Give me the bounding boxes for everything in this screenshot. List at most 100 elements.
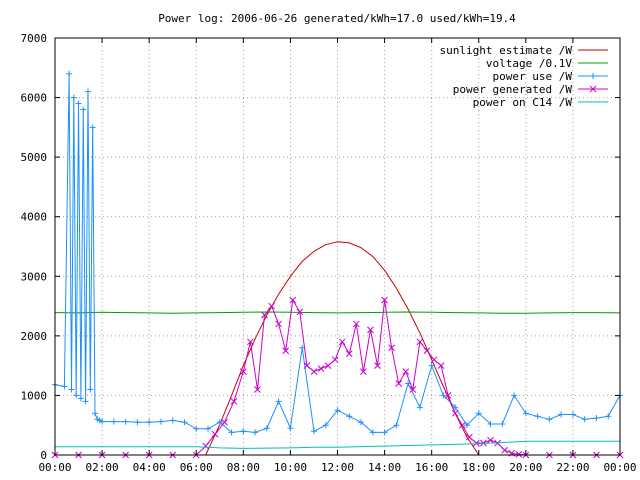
data-point [463, 422, 470, 429]
y-tick-label: 1000 [21, 389, 48, 402]
data-point [75, 100, 82, 107]
data-point [334, 407, 341, 414]
series-line [205, 241, 480, 456]
data-point [68, 386, 75, 393]
series-line [55, 298, 620, 456]
data-point [221, 418, 228, 426]
data-point [345, 350, 353, 358]
x-tick-label: 10:00 [274, 461, 307, 474]
data-point [395, 380, 403, 387]
data-point [416, 338, 424, 346]
x-tick-label: 00:00 [603, 461, 636, 474]
data-point [263, 425, 270, 432]
data-point [228, 429, 235, 436]
data-point [416, 404, 423, 411]
data-point [77, 395, 84, 402]
x-tick-label: 06:00 [180, 461, 213, 474]
chart-title: Power log: 2006-06-26 generated/kWh=17.0… [158, 12, 516, 25]
data-point [437, 362, 445, 369]
data-point [430, 356, 438, 364]
data-point [169, 417, 176, 424]
data-point [423, 347, 431, 355]
data-point [289, 296, 297, 304]
data-point [122, 418, 129, 425]
data-point [211, 430, 219, 438]
data-point [146, 419, 153, 426]
data-point [84, 88, 91, 95]
data-point [522, 410, 529, 417]
data-point [193, 425, 200, 432]
data-point [534, 413, 541, 420]
data-point [89, 124, 96, 131]
series-power-generated-w [51, 296, 624, 459]
data-point [230, 398, 238, 405]
data-point [70, 94, 77, 101]
data-point [261, 311, 268, 319]
data-point [487, 436, 494, 444]
data-point [402, 368, 410, 375]
data-point [605, 413, 612, 420]
data-point [252, 429, 259, 436]
series-layer [51, 70, 624, 459]
data-point [134, 419, 141, 426]
series-line [55, 440, 620, 449]
data-point [181, 419, 188, 426]
y-tick-label: 7000 [21, 32, 48, 45]
data-point [239, 368, 247, 375]
data-point [473, 439, 480, 447]
data-point [157, 418, 164, 425]
data-point [352, 320, 360, 328]
data-point [440, 392, 447, 399]
y-tick-label: 2000 [21, 330, 48, 343]
data-point [338, 338, 346, 346]
x-tick-label: 00:00 [38, 461, 71, 474]
series-power-on-c14-w [55, 440, 620, 449]
data-point [515, 451, 523, 458]
data-point [275, 320, 282, 328]
data-point [310, 428, 317, 435]
x-tick-label: 20:00 [509, 461, 542, 474]
data-point [303, 362, 311, 369]
data-point [110, 418, 117, 425]
y-tick-label: 3000 [21, 270, 48, 283]
data-point [465, 433, 473, 441]
legend-label: power on C14 /W [473, 96, 573, 109]
x-tick-label: 08:00 [227, 461, 260, 474]
data-point [287, 425, 294, 432]
data-point [331, 356, 339, 364]
data-point [324, 362, 332, 369]
data-point [381, 296, 388, 304]
x-tick-label: 18:00 [462, 461, 495, 474]
y-tick-label: 6000 [21, 92, 48, 105]
data-point [216, 419, 223, 426]
y-tick-label: 5000 [21, 151, 48, 164]
data-point [205, 425, 212, 432]
data-point [388, 344, 395, 352]
legend-marker [589, 85, 597, 93]
series-line [54, 311, 621, 314]
x-tick-label: 16:00 [415, 461, 448, 474]
data-point [202, 442, 210, 450]
data-point [546, 416, 553, 423]
series-power-use-w [52, 70, 623, 436]
x-tick-label: 12:00 [321, 461, 354, 474]
legend-label: power use /W [493, 70, 573, 83]
data-point [346, 413, 353, 420]
series-sunlight-estimate-w [205, 241, 480, 456]
data-point [66, 70, 73, 77]
data-point [393, 422, 400, 429]
data-point [569, 411, 576, 418]
data-point [99, 418, 106, 425]
data-point [73, 392, 80, 399]
data-point [475, 410, 482, 417]
data-point [61, 383, 68, 390]
x-tick-label: 04:00 [133, 461, 166, 474]
y-tick-label: 0 [40, 449, 47, 462]
y-tick-label: 4000 [21, 211, 48, 224]
data-point [511, 392, 518, 399]
data-point [360, 368, 367, 375]
series-voltage-0-1v [54, 311, 621, 314]
data-point [92, 410, 99, 417]
data-point [317, 365, 325, 372]
